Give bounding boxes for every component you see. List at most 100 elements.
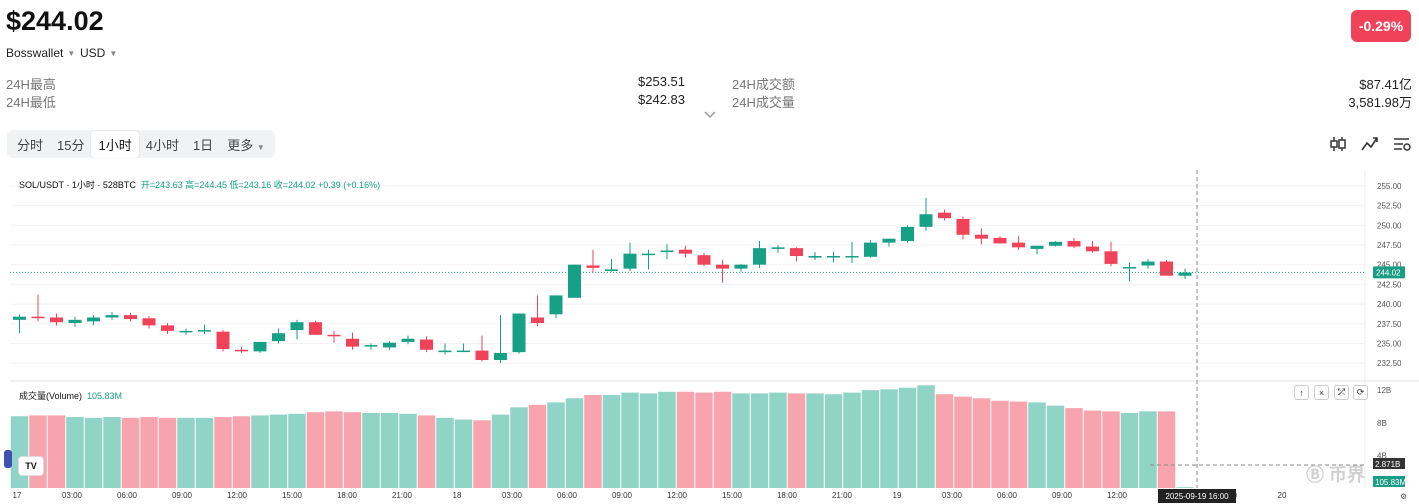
volume-bar	[380, 412, 399, 488]
tab-timeframe-1h[interactable]: 1小时	[91, 130, 139, 158]
x-tick-label: 17	[13, 491, 22, 500]
settings-list-icon[interactable]	[1392, 135, 1412, 153]
x-tick-label: 09:00	[612, 491, 633, 500]
currency-selector[interactable]: USD ▼	[80, 46, 117, 60]
candle-body	[179, 330, 193, 333]
candle-body	[13, 316, 26, 320]
volume-bar	[584, 395, 602, 488]
candle-body	[956, 218, 970, 235]
volume-bar	[602, 395, 621, 488]
y-tick-label: 245.00	[1377, 261, 1402, 270]
volume-bar	[436, 417, 454, 488]
move-up-button[interactable]: ↑	[1294, 385, 1309, 400]
volume-bar	[47, 415, 66, 488]
volume-bar	[565, 398, 584, 488]
candle-body	[272, 333, 285, 342]
volume-bar	[935, 394, 954, 488]
volume-bar	[1065, 408, 1083, 488]
tab-timeframe-15m[interactable]: 15分	[57, 137, 85, 153]
volume-bar	[510, 407, 528, 488]
x-tick-label: 18:00	[777, 491, 798, 500]
stat-high-label: 24H最高	[6, 77, 56, 92]
volume-bar	[713, 391, 732, 488]
x-tick-label: 18:00	[337, 491, 358, 500]
price-chart[interactable]: 255.00 252.50 250.00 247.50 245.00 242.50 240.…	[0, 170, 1419, 504]
candle-body	[827, 256, 840, 258]
volume-bar	[1009, 401, 1028, 488]
side-panel-handle[interactable]	[4, 450, 12, 468]
stat-volume-value: 3,581.98万	[1348, 95, 1412, 110]
volume-bar	[121, 417, 140, 488]
x-tick-label: 20	[1278, 491, 1287, 500]
tab-timeframe-minute[interactable]: 分时	[17, 137, 44, 153]
candle-body	[605, 269, 618, 271]
candle-body	[660, 250, 674, 253]
tab-timeframe-1d[interactable]: 1日	[192, 137, 214, 153]
volume-legend: 成交量(Volume) 105.83M	[19, 389, 122, 402]
volume-bar	[750, 393, 769, 488]
refresh-pane-button[interactable]: ⟳	[1353, 385, 1368, 400]
volume-bar	[399, 413, 417, 488]
candle-body	[568, 264, 581, 298]
expand-chevron-icon[interactable]	[703, 108, 717, 122]
wallet-selector[interactable]: Bosswallet ▼	[6, 46, 75, 60]
candle-body	[124, 315, 137, 320]
volume-bar	[806, 393, 824, 488]
wallet-selector-label: Bosswallet	[6, 46, 64, 60]
chart-type-icon[interactable]	[1360, 135, 1380, 153]
volume-bar	[843, 392, 861, 488]
volume-bar	[66, 417, 84, 488]
chevron-down-icon: ▼	[256, 142, 265, 152]
close-pane-button[interactable]: ×	[1314, 385, 1329, 400]
candle-body	[253, 341, 267, 352]
candle-body	[882, 238, 896, 243]
candle-body	[235, 349, 248, 352]
volume-tick-label: 8B	[1377, 419, 1387, 428]
tradingview-logo[interactable]: TV	[18, 456, 44, 476]
candle-body	[309, 322, 322, 335]
x-tick-label: 09:00	[172, 491, 193, 500]
volume-bar	[288, 413, 306, 488]
candle-body	[327, 334, 341, 337]
x-tick-label: 19	[893, 491, 902, 500]
candle-body	[531, 317, 544, 323]
candle-body	[586, 265, 600, 268]
chart-pair: SOL/USDT · 1小时 · 528BTC	[19, 180, 136, 190]
volume-bar	[232, 416, 251, 488]
volume-bar	[158, 417, 177, 488]
candle-body	[697, 255, 711, 265]
candle-body	[512, 313, 526, 353]
volume-bar	[898, 387, 917, 488]
candle-body	[198, 330, 211, 332]
volume-bar	[306, 412, 325, 488]
timeframe-tabs: 分时 15分 1小时 4小时 1日 更多 ▼	[7, 130, 275, 158]
candle-body	[216, 331, 230, 349]
candle-body	[401, 338, 415, 342]
volume-bar	[454, 419, 473, 488]
x-tick-label: 06:00	[117, 491, 138, 500]
volume-bar	[1102, 411, 1120, 488]
y-tick-label: 250.00	[1377, 221, 1402, 230]
volume-bar	[676, 391, 695, 488]
volume-crosshair-tag-bg	[1373, 458, 1405, 469]
candle-body	[845, 256, 859, 258]
candle-body	[457, 350, 470, 353]
volume-bar	[639, 393, 658, 488]
candle-body	[161, 325, 174, 331]
price-change-badge: -0.29%	[1351, 10, 1411, 42]
candle-body	[679, 249, 692, 254]
candle-body	[364, 345, 378, 347]
candle-body	[1123, 267, 1136, 269]
x-tick-label: 15:00	[282, 491, 303, 500]
maximize-pane-button[interactable]: ⤱	[1334, 385, 1349, 400]
candle-body	[105, 315, 119, 318]
candle-body	[808, 256, 822, 258]
candle-body	[938, 212, 951, 219]
current-price: $244.02	[6, 6, 104, 36]
cursor-time-tag-bg	[1158, 489, 1236, 503]
indicators-icon[interactable]	[1328, 135, 1348, 153]
candle-body	[864, 242, 877, 257]
volume-bar	[195, 417, 214, 488]
tab-timeframe-more[interactable]: 更多 ▼	[220, 131, 272, 158]
tab-timeframe-4h[interactable]: 4小时	[145, 137, 179, 153]
